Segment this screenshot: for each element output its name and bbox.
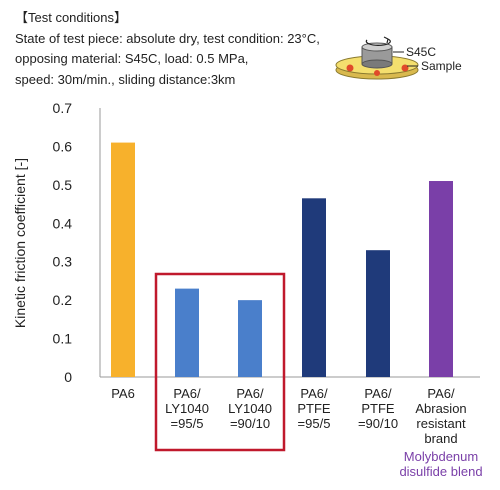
y-tick-label: 0.7: [53, 100, 73, 116]
y-tick-label: 0.5: [53, 177, 73, 193]
y-tick-label: 0.2: [53, 292, 73, 308]
category-label: PA6: [111, 386, 135, 401]
category-label: PA6/: [427, 386, 455, 401]
category-label: LY1040: [165, 401, 209, 416]
category-label: PA6/: [300, 386, 328, 401]
s45c-label: S45C: [406, 45, 436, 59]
bar: [302, 198, 326, 377]
bar: [175, 288, 199, 377]
bar: [238, 300, 262, 377]
category-label: PA6/: [236, 386, 264, 401]
test-sample-diagram: S45C Sample: [335, 36, 462, 80]
category-label: =90/10: [358, 416, 398, 431]
y-tick-label: 0.3: [53, 254, 73, 270]
sample-label: Sample: [421, 59, 462, 73]
y-tick-label: 0.6: [53, 138, 73, 154]
conditions-line-3: speed: 30m/min., sliding distance:3km: [15, 71, 236, 87]
bar: [111, 142, 135, 377]
conditions-line-2: opposing material: S45C, load: 0.5 MPa,: [15, 51, 249, 66]
conditions-line-1: State of test piece: absolute dry, test …: [15, 30, 320, 46]
category-label: =90/10: [230, 416, 270, 431]
category-label: PA6/: [173, 386, 201, 401]
y-tick-label: 0.1: [53, 331, 73, 347]
conditions-heading: 【Test conditions】: [15, 10, 127, 25]
category-label: PTFE: [297, 401, 331, 416]
y-tick-labels: 0 0.1 0.2 0.3 0.4 0.5 0.6 0.7: [53, 100, 73, 385]
y-tick-label: 0: [64, 369, 72, 385]
bars: [111, 142, 453, 377]
category-label: Abrasion: [415, 401, 466, 416]
bar: [429, 181, 453, 377]
category-label: brand: [424, 431, 457, 446]
category-note: Molybdenum: [404, 449, 478, 464]
category-label: PA6/: [364, 386, 392, 401]
category-note: disulfide blend: [399, 464, 482, 479]
category-label: PTFE: [361, 401, 395, 416]
y-axis-label: Kinetic friction coefficient [-]: [12, 158, 28, 328]
test-conditions: 【Test conditions】 State of test piece: a…: [15, 8, 320, 90]
category-label: LY1040: [228, 401, 272, 416]
category-label: =95/5: [171, 416, 204, 431]
y-tick-label: 0.4: [53, 215, 73, 231]
category-labels: PA6 PA6/LY1040=95/5PA6/LY1040=90/10PA6/PT…: [111, 386, 482, 479]
category-label: =95/5: [298, 416, 331, 431]
category-label: resistant: [416, 416, 466, 431]
bar: [366, 250, 390, 377]
highlight-box: [154, 272, 286, 452]
